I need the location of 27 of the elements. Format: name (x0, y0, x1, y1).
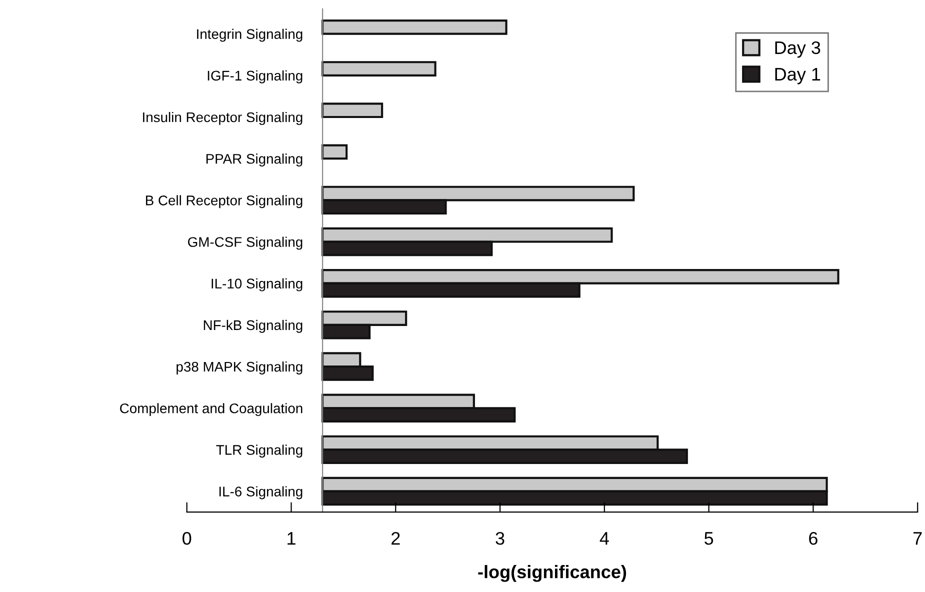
y-tick-label: IGF-1 Signaling (208, 70, 302, 84)
x-tick-label: 3 (496, 532, 504, 545)
y-tick-label: IL-10 Signaling (212, 278, 302, 292)
y-tick-label: IL-6 Signaling (219, 486, 302, 500)
bar (322, 19, 508, 35)
x-tick-label: 1 (288, 532, 296, 545)
y-tick-label: PPAR Signaling (206, 154, 302, 167)
x-tick-label: 2 (392, 532, 400, 545)
legend-label: Day 3 (775, 41, 820, 58)
legend-label: Day 1 (775, 68, 820, 84)
y-tick-label: B Cell Receptor Signaling (146, 195, 302, 208)
y-tick-label: GM-CSF Signaling (188, 236, 302, 250)
y-tick-label: Insulin Receptor Signaling (143, 112, 302, 125)
bar (322, 144, 348, 160)
x-tick-label: 5 (704, 532, 714, 545)
x-axis-title: -log(significance) (478, 565, 626, 582)
y-tick-label: TLR Signaling (216, 444, 302, 458)
x-tick-label: 6 (809, 532, 818, 545)
y-tick-label: Complement and Coagulation (120, 403, 302, 416)
bar (322, 61, 436, 76)
y-tick-label: Integrin Signaling (197, 28, 302, 42)
x-tick-label: 7 (914, 532, 922, 545)
y-tick-label: NF-kB Signaling (204, 320, 302, 333)
y-tick-label: p38 MAPK Signaling (176, 361, 302, 374)
x-tick-label: 0 (182, 532, 192, 545)
x-tick-label: 4 (600, 532, 609, 545)
bar (322, 102, 384, 118)
